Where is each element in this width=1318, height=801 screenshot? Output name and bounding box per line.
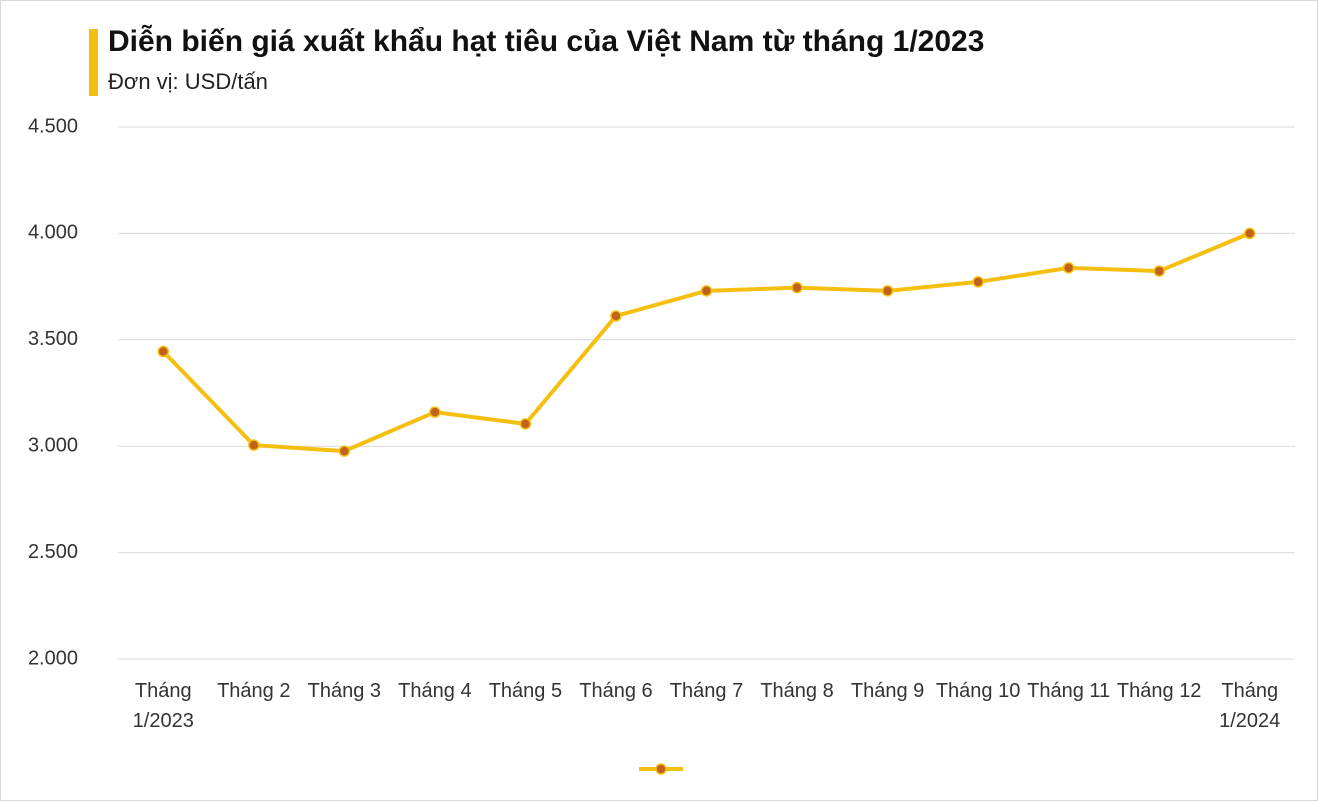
marker — [791, 281, 803, 294]
chart-subtitle: Đơn vị: USD/tấn — [108, 69, 268, 94]
x-tick-label: Tháng 2 — [217, 680, 291, 702]
x-tick-label: Tháng 9 — [850, 680, 925, 702]
line — [161, 231, 1251, 454]
marker — [700, 285, 713, 297]
title-accent — [89, 29, 98, 96]
y-tick-label: 2.500 — [28, 541, 78, 563]
x-tick-label: Tháng 1/2023 — [132, 680, 194, 732]
marker — [1153, 265, 1165, 277]
x-tick-label: Tháng 10 — [935, 680, 1021, 702]
x-tick-label: Tháng 3 — [307, 680, 382, 702]
marker — [610, 310, 622, 322]
x-tick-label: Tháng 6 — [579, 680, 653, 702]
y-tick-label: 3.000 — [28, 434, 78, 456]
marker — [881, 285, 894, 297]
y-tick-label: 2.000 — [28, 647, 78, 669]
marker — [157, 345, 170, 358]
legend-marker — [655, 763, 667, 775]
marker — [248, 439, 260, 451]
x-tick-label: Tháng 8 — [760, 680, 834, 702]
marker — [519, 418, 532, 430]
y-tick-label: 4.000 — [28, 222, 78, 244]
x-tick-label: Tháng 4 — [398, 680, 472, 702]
marker — [338, 445, 351, 457]
marker — [1243, 227, 1256, 240]
marker — [429, 406, 441, 418]
chart-title: Diễn biến giá xuất khẩu hạt tiêu của Việ… — [108, 24, 984, 58]
y-tick-label: 3.500 — [28, 328, 78, 350]
marker — [972, 276, 984, 288]
x-tick-label: Tháng 7 — [669, 680, 744, 702]
x-tick-label: Tháng 12 — [1116, 680, 1202, 702]
y-tick-label: 4.500 — [28, 115, 78, 137]
marker — [1062, 262, 1075, 274]
x-tick-label: Tháng 5 — [488, 680, 563, 702]
x-tick-label: Tháng 1/2024 — [1219, 680, 1281, 732]
x-tick-label: Tháng 11 — [1027, 680, 1111, 702]
